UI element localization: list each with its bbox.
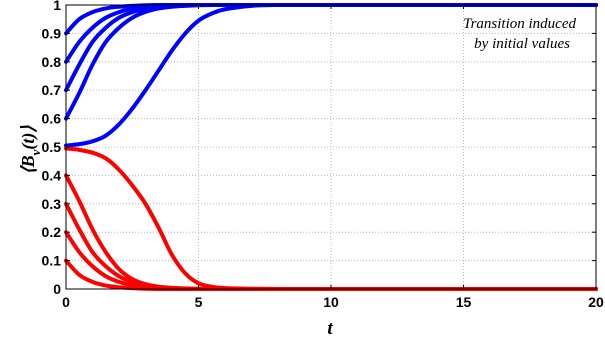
grid-lines <box>66 5 596 289</box>
y-tick-label: 0.1 <box>42 253 62 269</box>
y-tick-label: 0.6 <box>42 111 62 127</box>
y-axis-label: ⟨Bv(t)⟩ <box>18 125 43 175</box>
x-tick-label: 20 <box>588 294 604 310</box>
annotation-line-1: Transition induced <box>463 16 576 32</box>
x-axis-label: t <box>327 318 333 339</box>
y-tick-label: 0.8 <box>42 54 62 70</box>
tick-labels: 0 5 10 15 20 0 0.1 0.2 0.3 0.4 0.5 0.6 0.7 0.8 0.9 1 <box>42 0 604 310</box>
y-tick-label: 0.5 <box>42 139 62 155</box>
series-line-8 <box>64 201 598 292</box>
y-tick-label: 0.7 <box>42 82 62 98</box>
y-axis-label-sub: v <box>28 149 43 155</box>
y-tick-label: 0.9 <box>42 25 62 41</box>
x-tick-label: 5 <box>195 294 203 310</box>
y-tick-label: 0 <box>53 281 61 297</box>
y-tick-label: 1 <box>53 0 61 13</box>
x-tick-label: 10 <box>323 294 339 310</box>
tick-marks <box>65 4 597 290</box>
x-tick-label: 15 <box>456 294 472 310</box>
y-axis-label-main: ⟨B <box>18 155 38 174</box>
x-tick-label: 0 <box>62 294 70 310</box>
y-axis-label-tail: (t)⟩ <box>18 125 39 150</box>
y-tick-label: 0.3 <box>42 196 62 212</box>
annotation-line-2: by initial values <box>474 36 570 52</box>
y-tick-label: 0.4 <box>42 167 62 183</box>
y-tick-label: 0.2 <box>42 224 62 240</box>
